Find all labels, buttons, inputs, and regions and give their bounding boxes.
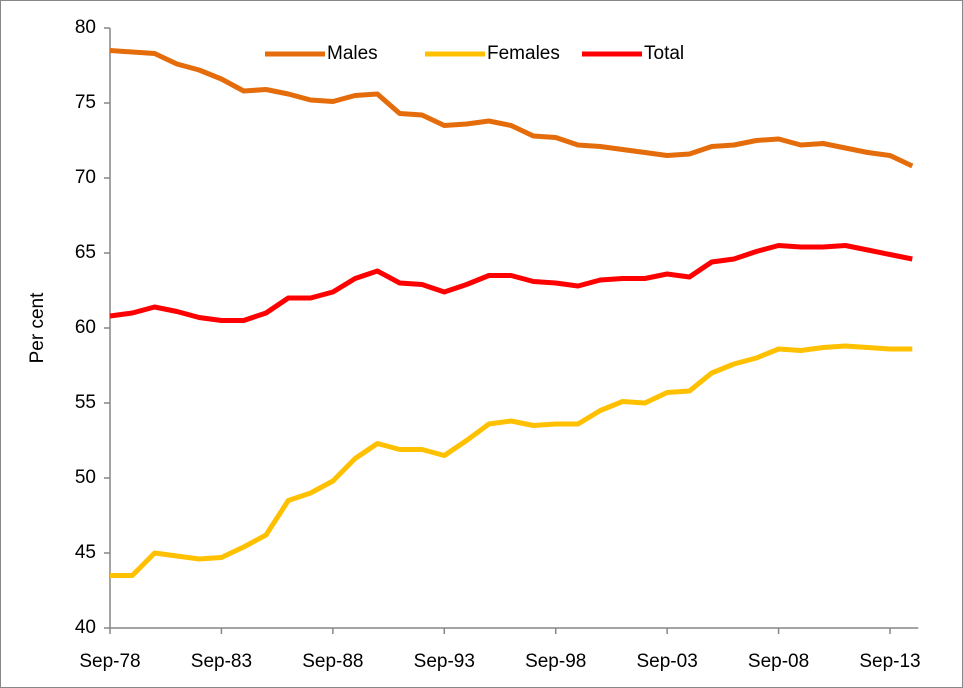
legend-label: Total <box>644 43 684 64</box>
y-tick-label: 65 <box>75 242 96 263</box>
y-axis-label: Per cent <box>27 292 48 363</box>
line-series <box>109 243 913 323</box>
y-tick-label: 70 <box>75 167 96 188</box>
y-tick-label: 75 <box>75 92 96 113</box>
legend-label: Males <box>327 43 378 64</box>
x-tick-label: Sep-93 <box>414 651 475 672</box>
y-tick-label: 50 <box>75 467 96 488</box>
x-tick-label: Sep-98 <box>525 651 586 672</box>
y-tick-label: 80 <box>75 17 96 38</box>
y-tick-label: 40 <box>75 617 96 638</box>
x-tick-label: Sep-88 <box>302 651 363 672</box>
x-tick-label: Sep-78 <box>79 651 140 672</box>
x-tick-label: Sep-08 <box>748 651 809 672</box>
line-series <box>109 48 914 169</box>
y-tick-label: 45 <box>75 542 96 563</box>
x-tick-label: Sep-03 <box>637 651 698 672</box>
x-tick-label: Sep-13 <box>859 651 920 672</box>
legend-label: Females <box>487 43 560 64</box>
x-tick-label: Sep-83 <box>191 651 252 672</box>
y-tick-label: 55 <box>75 392 96 413</box>
line-series <box>110 343 913 578</box>
y-tick-label: 60 <box>75 317 96 338</box>
